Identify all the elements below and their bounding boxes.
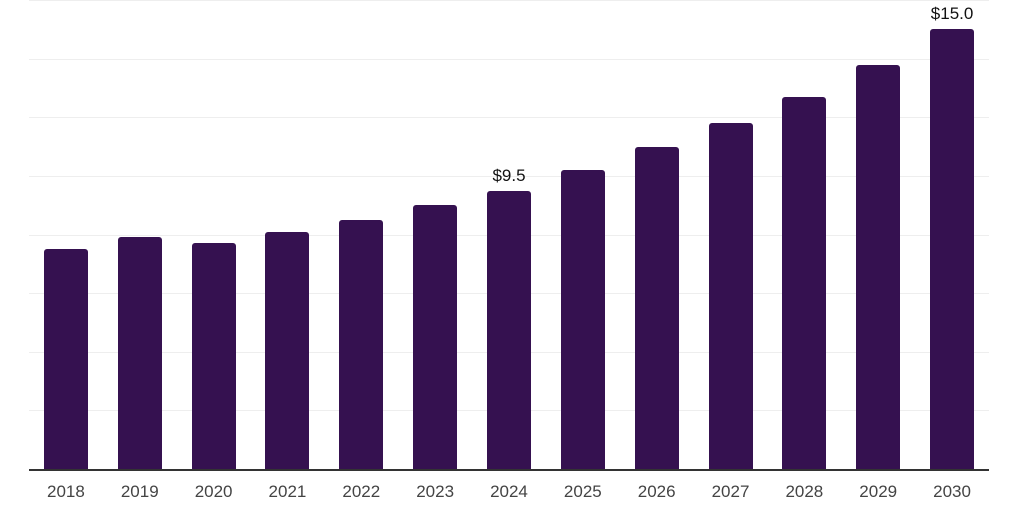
- x-axis-tick-label: 2024: [490, 482, 528, 501]
- bar-2018: [43, 249, 88, 469]
- x-axis-tick-label: 2019: [120, 482, 159, 501]
- x-axis-tick-label: 2020: [194, 482, 233, 501]
- bar-2029: [856, 64, 901, 469]
- gridline: [29, 0, 989, 1]
- bar-2020: [191, 243, 236, 469]
- bar-2023: [413, 205, 458, 469]
- x-axis-tick-label: 2029: [859, 482, 898, 501]
- bar-2022: [339, 219, 384, 469]
- bar-2030: [930, 29, 975, 469]
- x-axis-tick-label: 2023: [416, 482, 455, 501]
- bar-2024: [487, 190, 531, 469]
- gridline: [29, 117, 989, 119]
- x-axis-tick-label: 2028: [785, 482, 824, 501]
- bar-2028: [782, 96, 827, 469]
- x-axis-labels: 2018 2019 2020 2021 2022 2023 2024 2025 2026 2027…: [29, 481, 989, 505]
- x-axis-tick-label: 2021: [268, 482, 307, 501]
- gridline: [29, 175, 989, 177]
- x-axis-tick-label: 2022: [342, 482, 381, 501]
- x-axis-tick-label: 2025: [563, 482, 602, 501]
- bar-2021: [265, 231, 310, 469]
- bar-value-label-2030: $15.0: [930, 4, 974, 24]
- bar-2025: [560, 170, 605, 469]
- bar-2026: [634, 146, 679, 469]
- plot-area: $9.5 $15.0: [29, 0, 989, 471]
- x-axis-tick-label: 2027: [711, 482, 750, 501]
- gridline: [29, 58, 989, 60]
- x-axis-tick-label: 2018: [47, 482, 85, 501]
- bar-value-label-2024: $9.5: [492, 165, 526, 185]
- x-axis-tick-label: 2030: [933, 482, 971, 501]
- x-axis-tick-label: 2026: [637, 482, 676, 501]
- bar-2027: [708, 123, 753, 469]
- bar-2019: [117, 237, 162, 469]
